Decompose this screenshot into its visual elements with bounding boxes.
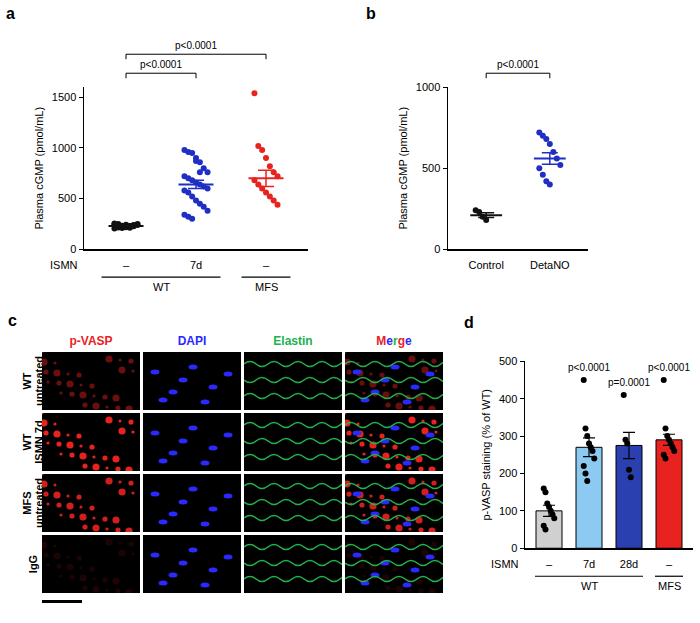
html-text:ISMN 7d: ISMN 7d bbox=[33, 420, 45, 464]
svg-text:400: 400 bbox=[499, 393, 517, 405]
svg-text:MFS: MFS bbox=[658, 580, 681, 592]
svg-text:p=0.0001: p=0.0001 bbox=[608, 377, 650, 388]
svg-text:28d: 28d bbox=[620, 558, 638, 570]
svg-text:200: 200 bbox=[499, 467, 517, 479]
svg-text:–: – bbox=[546, 558, 553, 570]
svg-text:–: – bbox=[263, 259, 270, 271]
svg-text:Control: Control bbox=[468, 259, 503, 271]
html-text:p-VASP: p-VASP bbox=[69, 334, 113, 348]
svg-text:p-VASP staining (% of WT): p-VASP staining (% of WT) bbox=[480, 389, 492, 521]
html-text:untreated: untreated bbox=[33, 355, 45, 407]
svg-text:500: 500 bbox=[499, 355, 517, 367]
html-text:IgG: IgG bbox=[27, 554, 39, 574]
svg-text:500: 500 bbox=[58, 192, 76, 204]
svg-text:ISMN: ISMN bbox=[491, 558, 519, 570]
svg-text:WT: WT bbox=[581, 580, 598, 592]
html-text:Elastin: Elastin bbox=[273, 334, 313, 348]
svg-text:b: b bbox=[366, 5, 376, 22]
svg-text:1000: 1000 bbox=[416, 81, 440, 93]
svg-text:–: – bbox=[666, 558, 673, 570]
svg-text:a: a bbox=[6, 5, 15, 22]
svg-text:–: – bbox=[123, 259, 130, 271]
svg-text:p<0.0001: p<0.0001 bbox=[140, 59, 182, 70]
svg-text:p<0.0001: p<0.0001 bbox=[568, 362, 610, 373]
svg-text:1000: 1000 bbox=[52, 142, 76, 154]
html-text:WT: WT bbox=[21, 433, 33, 451]
html-text:WT: WT bbox=[21, 372, 33, 390]
html-text:M e r g e: M e r g e bbox=[376, 334, 412, 348]
svg-text:ISMN: ISMN bbox=[50, 259, 78, 271]
html-text:DAPI: DAPI bbox=[177, 334, 207, 348]
svg-text:d: d bbox=[464, 314, 474, 331]
svg-text:1500: 1500 bbox=[52, 91, 76, 103]
svg-text:DetaNO: DetaNO bbox=[530, 259, 570, 271]
svg-text:p<0.0001: p<0.0001 bbox=[497, 59, 539, 70]
svg-text:500: 500 bbox=[422, 162, 440, 174]
html-text:c: c bbox=[8, 312, 17, 329]
svg-text:300: 300 bbox=[499, 430, 517, 442]
svg-text:0: 0 bbox=[434, 243, 440, 255]
svg-text:WT: WT bbox=[153, 281, 170, 293]
svg-text:0: 0 bbox=[70, 243, 76, 255]
svg-text:MFS: MFS bbox=[255, 281, 278, 293]
svg-text:Plasma cGMP (pmol/mL): Plasma cGMP (pmol/mL) bbox=[397, 107, 409, 230]
svg-text:0: 0 bbox=[511, 542, 517, 554]
html-text:untreated: untreated bbox=[33, 477, 45, 529]
svg-text:p<0.0001: p<0.0001 bbox=[175, 40, 217, 51]
svg-text:Plasma cGMP (pmol/mL): Plasma cGMP (pmol/mL) bbox=[33, 107, 45, 230]
svg-text:p<0.0001: p<0.0001 bbox=[648, 362, 690, 373]
html-text:MFS: MFS bbox=[21, 491, 33, 515]
svg-text:7d: 7d bbox=[583, 558, 595, 570]
svg-text:7d: 7d bbox=[190, 259, 202, 271]
svg-text:100: 100 bbox=[499, 505, 517, 517]
